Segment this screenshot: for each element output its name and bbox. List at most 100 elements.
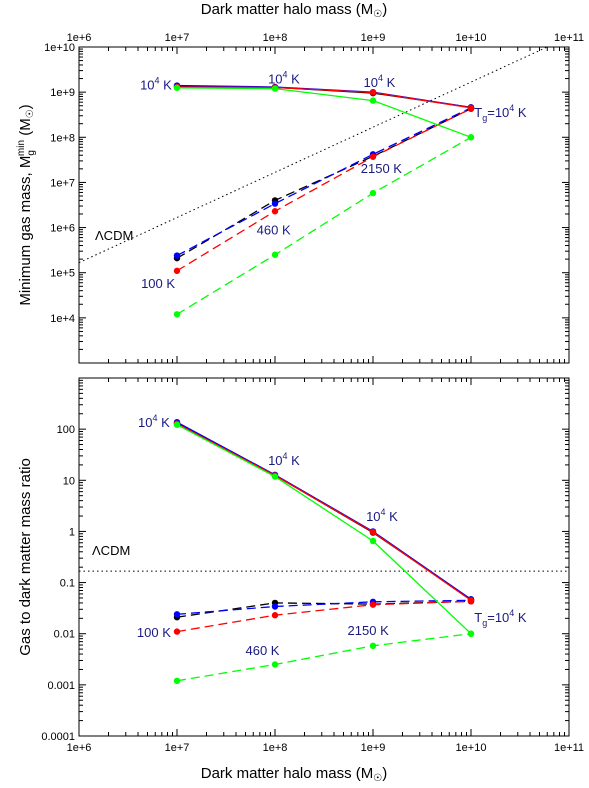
y-tick-label: 100: [57, 424, 75, 436]
series-point: [173, 677, 181, 685]
top-plot-frame: [78, 46, 570, 364]
x-tick-label-bottom: 1e+11: [554, 742, 584, 754]
series-point: [271, 208, 279, 215]
y-tick-label: 1: [69, 526, 75, 538]
series-annotation: Tg=104 K: [474, 608, 527, 628]
series-point: [271, 85, 279, 92]
series-line: [176, 422, 472, 600]
y-tick-label: 1e+5: [50, 268, 75, 280]
series-point: [271, 603, 279, 610]
x-tick-label-bottom: 1e+7: [165, 742, 190, 754]
series-point: [173, 267, 181, 275]
top-lcdm-label: ΛCDM: [95, 228, 133, 243]
series-annotation: 104 K: [140, 75, 172, 92]
series-point: [467, 104, 475, 111]
y-tick-label: 0.1: [60, 578, 75, 590]
y-tick-label: 1e+10: [44, 42, 75, 54]
series-annotation: 100 K: [141, 276, 175, 291]
series-annotation: 104 K: [138, 413, 170, 430]
x-tick-label-top: 1e+11: [554, 32, 584, 44]
series-point: [369, 189, 377, 197]
series-line: [176, 86, 472, 109]
series-line: [176, 108, 472, 272]
top-lcdm-line: [78, 46, 548, 264]
series-line: [176, 599, 472, 615]
y-tick-label: 0.001: [47, 680, 75, 692]
series-point: [467, 597, 475, 604]
series-annotation: 104 K: [268, 451, 300, 468]
y-tick-label: 10: [63, 475, 75, 487]
series-point: [173, 252, 181, 259]
top-panel: 1e+6 1e+7 1e+8 1e+9 1e+10 1e+11 1e+10 1e+9 1e+8…: [16, 32, 584, 364]
series-annotation: 104 K: [268, 70, 300, 87]
bottom-annotations: 104 K 104 K 104 K Tg=104 K 2150 K 460 K 100 K: [137, 413, 527, 658]
series-point: [173, 611, 181, 618]
y-tick-label: 1e+8: [50, 132, 75, 144]
series-point: [271, 612, 279, 619]
series-line: [176, 136, 472, 315]
bottom-panel: 1e+6 1e+7 1e+8 1e+9 1e+10 1e+11 100 10 1 0.1 0.01…: [17, 377, 584, 754]
bottom-lcdm-label: ΛCDM: [92, 543, 130, 558]
bottom-panel-y-ticks: 100 10 1 0.1 0.01 0.001 0.0001: [41, 377, 569, 743]
y-tick-label: 1e+6: [50, 223, 75, 235]
series-annotation: 460 K: [245, 643, 279, 658]
top-panel-y-ticks: 1e+10 1e+9 1e+8 1e+7 1e+6 1e+5 1e+4: [44, 42, 569, 364]
y-tick-label: 1e+4: [50, 313, 75, 325]
series-point: [369, 89, 377, 96]
y-tick-label: 0.01: [54, 629, 75, 641]
series-line: [176, 108, 472, 259]
series-point: [467, 134, 475, 141]
series-point: [173, 84, 181, 91]
y-tick-label: 1e+9: [50, 87, 75, 99]
x-tick-label-bottom: 1e+8: [263, 742, 288, 754]
y-tick-label: 0.0001: [41, 731, 75, 743]
series-annotation: 2150 K: [361, 161, 403, 176]
series-point: [369, 601, 377, 608]
x-tick-label-top: 1e+7: [165, 32, 190, 44]
series-line: [176, 600, 472, 633]
series-annotation: 100 K: [137, 625, 171, 640]
series-annotation: 104 K: [366, 507, 398, 524]
x-tick-label-bottom: 1e+9: [361, 742, 386, 754]
series-line: [176, 424, 472, 635]
series-annotation: Tg=104 K: [474, 103, 527, 123]
series-point: [271, 251, 279, 258]
series-point: [173, 628, 181, 635]
top-y-axis-label: Minimum gas mass, Mgmin (M☉): [16, 104, 37, 305]
y-tick-label: 1e+7: [50, 177, 75, 189]
series-point: [271, 473, 279, 480]
bottom-panel-x-ticks: 1e+6 1e+7 1e+8 1e+9 1e+10 1e+11: [67, 378, 584, 754]
series-point: [369, 153, 377, 160]
series-point: [369, 528, 377, 536]
series-point: [173, 421, 181, 428]
bottom-series-group: [173, 418, 475, 685]
series-annotation: 2150 K: [348, 623, 390, 638]
series-point: [369, 642, 377, 650]
lcdm-reference-line: [78, 46, 548, 264]
bottom-axis-label: Dark matter halo mass (M☉): [201, 765, 388, 784]
series-line: [176, 107, 472, 257]
series-point: [271, 661, 279, 668]
x-tick-label-bottom: 1e+10: [456, 742, 487, 754]
series-annotation: 104 K: [364, 73, 396, 90]
series-line: [176, 633, 472, 682]
series-point: [369, 537, 377, 545]
top-series-group: [173, 82, 475, 318]
x-tick-label-top: 1e+8: [263, 32, 288, 44]
top-annotations: 104 K 104 K 104 K Tg=104 K 2150 K 460 K 100 K: [140, 70, 527, 291]
top-axis-label: Dark matter halo mass (M☉): [201, 1, 388, 20]
series-point: [271, 200, 279, 207]
x-tick-label-top: 1e+10: [456, 32, 487, 44]
x-tick-label-top: 1e+9: [361, 32, 386, 44]
series-line: [176, 423, 472, 601]
x-tick-label-bottom: 1e+6: [67, 742, 92, 754]
series-point: [467, 630, 475, 637]
series-point: [173, 311, 181, 318]
series-line: [176, 87, 472, 138]
bottom-y-axis-label: Gas to dark matter mass ratio: [17, 458, 34, 656]
series-annotation: 460 K: [257, 223, 291, 238]
series-point: [369, 97, 377, 104]
top-panel-top-x-ticks: 1e+6 1e+7 1e+8 1e+9 1e+10 1e+11: [67, 32, 584, 363]
bottom-plot-frame: [78, 377, 570, 737]
